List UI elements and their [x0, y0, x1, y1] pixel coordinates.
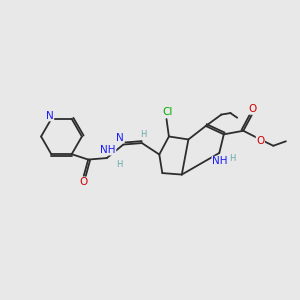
Text: H: H	[140, 130, 147, 139]
Text: O: O	[248, 104, 256, 114]
Text: O: O	[256, 136, 265, 146]
Text: NH: NH	[100, 145, 116, 155]
Text: N: N	[116, 133, 124, 143]
Text: N: N	[46, 111, 54, 121]
Text: H: H	[116, 160, 123, 169]
Text: O: O	[80, 177, 88, 187]
Text: Cl: Cl	[162, 107, 172, 118]
Text: H: H	[229, 154, 235, 163]
Text: NH: NH	[212, 156, 228, 167]
